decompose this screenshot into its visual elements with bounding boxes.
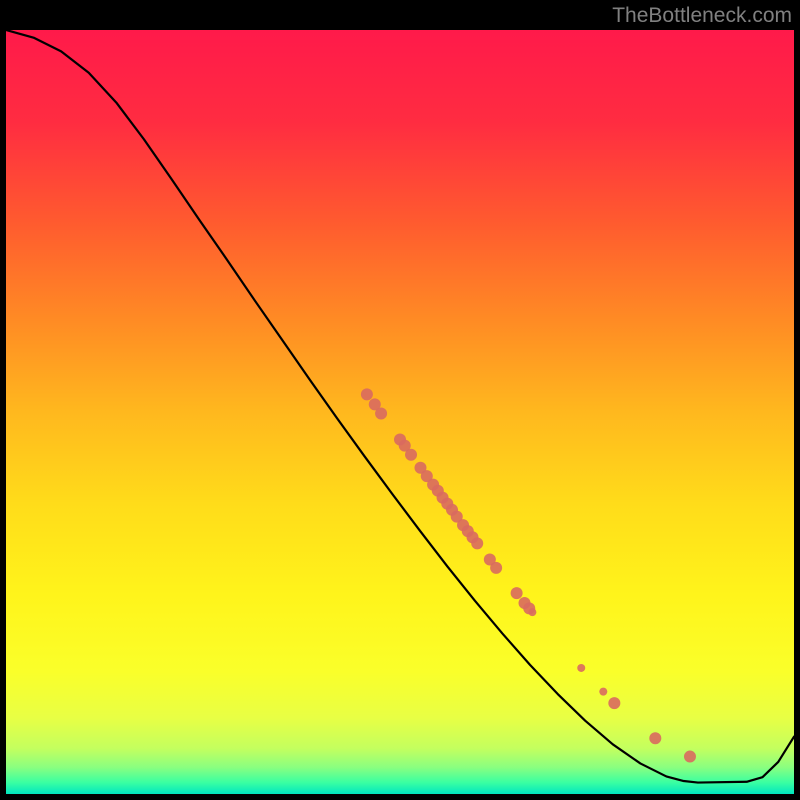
scatter-point [490, 562, 502, 574]
scatter-point [608, 697, 620, 709]
chart-container: TheBottleneck.com [0, 0, 800, 800]
attribution-text: TheBottleneck.com [612, 4, 792, 28]
scatter-point [599, 688, 607, 696]
chart-plot-area [6, 30, 794, 794]
scatter-point [577, 664, 585, 672]
scatter-point [361, 388, 373, 400]
scatter-point [375, 408, 387, 420]
scatter-point [405, 449, 417, 461]
scatter-point [649, 732, 661, 744]
gradient-background [6, 30, 794, 794]
scatter-point [528, 608, 536, 616]
scatter-point [684, 751, 696, 763]
chart-svg [6, 30, 794, 794]
scatter-point [511, 587, 523, 599]
scatter-point [471, 537, 483, 549]
